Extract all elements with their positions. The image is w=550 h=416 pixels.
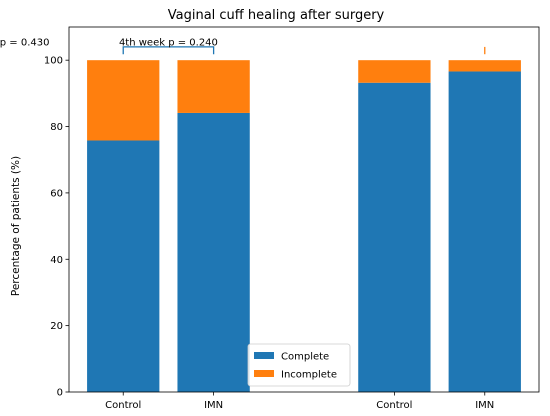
x-tick-label: IMN	[475, 400, 494, 411]
legend-label-1: Incomplete	[281, 370, 337, 381]
y-tick-label: 20	[50, 321, 63, 332]
chart-title: Vaginal cuff healing after surgery	[168, 8, 385, 23]
legend-label-0: Complete	[281, 352, 329, 363]
y-axis-label: Percentage of patients (%)	[10, 156, 22, 296]
x-axis: Control IMN Control IMN	[105, 392, 494, 411]
bar-incomplete-2	[358, 60, 431, 83]
x-tick-label: Control	[376, 400, 412, 411]
bar-complete-3	[448, 71, 521, 393]
bars-layer	[87, 60, 521, 393]
y-tick-label: 40	[50, 255, 63, 266]
significance-annotation-1: 6th week p = 0.430	[0, 37, 49, 48]
y-axis: 0 20 40 60 80 100	[44, 56, 69, 399]
legend-swatch-1	[254, 370, 274, 377]
bar-incomplete-0	[87, 60, 160, 141]
y-tick-label: 80	[50, 122, 63, 133]
x-tick-label: IMN	[204, 400, 223, 411]
bar-incomplete-3	[448, 60, 521, 72]
legend-swatch-0	[254, 352, 274, 359]
annotations-layer: 4th week p = 0.240 6th week p = 0.430	[0, 37, 486, 55]
y-tick-label: 0	[57, 388, 63, 399]
bar-complete-1	[177, 112, 250, 392]
legend: Complete Incomplete	[247, 343, 351, 387]
significance-annotation-0: 4th week p = 0.240	[119, 37, 218, 48]
bar-complete-0	[87, 140, 160, 392]
x-tick-label: Control	[105, 400, 141, 411]
y-tick-label: 100	[44, 56, 63, 67]
bar-complete-2	[358, 82, 431, 392]
y-tick-label: 60	[50, 188, 63, 199]
bar-incomplete-1	[177, 60, 250, 113]
plot-frame	[68, 26, 540, 393]
significance-bracket-0	[122, 46, 215, 55]
